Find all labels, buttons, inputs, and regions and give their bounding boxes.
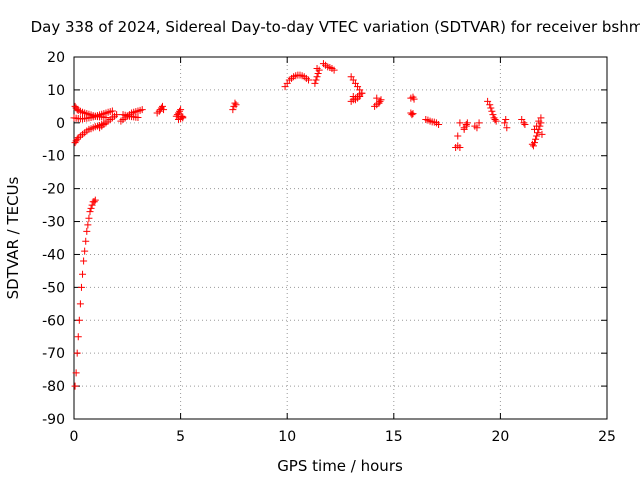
data-points	[70, 60, 546, 390]
data-point	[177, 106, 185, 114]
data-point	[533, 122, 541, 130]
data-point	[486, 101, 494, 109]
data-point	[158, 102, 166, 110]
data-point	[77, 283, 85, 291]
data-point	[85, 214, 93, 222]
data-point	[456, 144, 464, 151]
data-point	[313, 73, 321, 81]
data-point	[179, 113, 187, 121]
x-tick-label: 10	[278, 429, 296, 445]
data-point	[532, 135, 540, 143]
data-point	[81, 247, 89, 255]
data-point	[84, 221, 92, 229]
data-point	[475, 119, 483, 127]
data-point	[176, 107, 184, 115]
data-point	[229, 106, 237, 114]
data-point	[502, 116, 510, 124]
data-point	[462, 120, 470, 128]
axis-ticks: 20 10 0 -10 -20 -30 -40 -50 -60 -70 -80 -90 0 5 10 15 20…	[42, 50, 616, 445]
data-point	[91, 196, 99, 204]
data-point	[71, 382, 79, 390]
chart-title: Day 338 of 2024, Sidereal Day-to-day VTE…	[31, 18, 640, 36]
data-point	[160, 106, 168, 114]
data-point	[73, 106, 81, 114]
data-point	[376, 97, 384, 105]
data-point	[313, 65, 321, 73]
y-tick-label: 20	[47, 50, 65, 66]
y-tick-label: -40	[42, 247, 65, 263]
y-tick-label: -90	[42, 412, 65, 428]
y-axis-label: SDTVAR / TECUs	[4, 176, 22, 299]
data-point	[456, 119, 464, 127]
data-point	[463, 119, 471, 127]
data-point	[409, 110, 417, 118]
data-point	[534, 129, 542, 137]
data-point	[231, 99, 239, 107]
data-point	[533, 132, 541, 140]
y-tick-label: -10	[42, 149, 65, 165]
data-point	[330, 66, 338, 74]
y-tick-label: -60	[42, 313, 65, 329]
data-point	[373, 94, 381, 102]
data-point	[358, 89, 366, 97]
data-point	[86, 208, 94, 216]
data-point	[74, 333, 82, 341]
data-point	[489, 111, 497, 119]
y-tick-label: -50	[42, 280, 65, 296]
data-point	[503, 124, 511, 132]
data-point	[82, 237, 90, 245]
data-point	[454, 132, 462, 140]
y-tick-label: -70	[42, 346, 65, 362]
data-point	[138, 106, 146, 114]
data-point	[90, 198, 98, 206]
y-tick-label: -20	[42, 182, 65, 198]
data-point	[410, 95, 418, 103]
data-point	[80, 257, 88, 265]
data-point	[311, 79, 319, 87]
data-point	[87, 204, 95, 212]
data-point	[491, 116, 499, 124]
data-point	[375, 99, 383, 107]
data-point	[529, 142, 537, 150]
y-tick-label: -30	[42, 215, 65, 231]
data-point	[501, 119, 509, 127]
data-point	[488, 107, 496, 115]
x-tick-label: 0	[70, 429, 79, 445]
grid-lines	[74, 57, 607, 419]
data-point	[75, 316, 83, 324]
data-point	[492, 117, 500, 125]
data-point	[473, 124, 481, 132]
x-tick-label: 15	[385, 429, 403, 445]
data-point	[73, 135, 81, 143]
data-point	[312, 76, 320, 84]
data-point	[73, 349, 81, 357]
data-point	[408, 111, 416, 119]
data-point	[487, 104, 495, 112]
data-point	[79, 270, 87, 278]
data-point	[538, 130, 546, 138]
y-tick-label: 10	[47, 83, 65, 99]
data-point	[521, 120, 529, 128]
data-point	[305, 76, 313, 84]
data-point	[537, 114, 545, 122]
data-point	[520, 119, 528, 127]
y-tick-label: 0	[56, 116, 65, 132]
x-tick-label: 5	[176, 429, 185, 445]
data-point	[531, 139, 539, 147]
data-point	[314, 69, 322, 77]
plot-frame	[73, 56, 608, 420]
x-tick-label: 20	[491, 429, 509, 445]
data-point	[72, 369, 80, 377]
x-axis-label: GPS time / hours	[277, 457, 403, 475]
data-point	[435, 120, 443, 128]
y-tick-label: -80	[42, 379, 65, 395]
x-tick-label: 25	[598, 429, 616, 445]
data-point	[76, 300, 84, 308]
data-point	[134, 114, 142, 122]
data-point	[232, 101, 240, 109]
data-point	[108, 107, 116, 115]
data-point	[83, 227, 91, 235]
data-point	[113, 111, 121, 119]
